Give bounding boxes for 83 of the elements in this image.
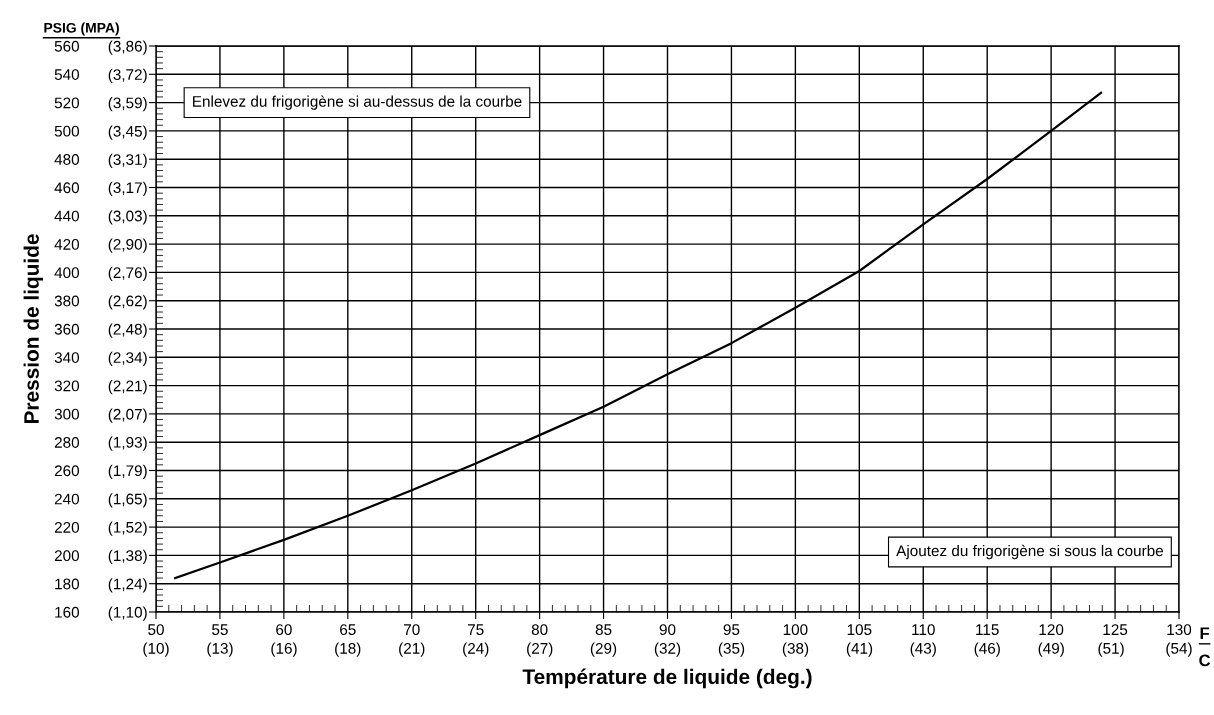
x-tick-label: 130 <box>1167 624 1192 636</box>
annotation: Enlevez du frigorigène si au-dessus de la courbe <box>193 95 522 110</box>
x2-tick-label: (38) <box>782 642 809 657</box>
x-axis-title: Température de liquide (deg.) <box>522 668 812 689</box>
x-tick-label: 120 <box>1039 624 1064 636</box>
y2-tick-label: (2,62) <box>108 295 147 310</box>
y2-tick-label: (3,72) <box>108 68 147 84</box>
x2-tick-label: (35) <box>718 642 745 657</box>
y-tick-label: 220 <box>54 521 80 533</box>
x2-tick-label: (54) <box>1166 642 1192 657</box>
y2-tick-label: (2,07) <box>108 408 147 423</box>
x-tick-label: 80 <box>531 624 548 636</box>
y-tick-label: 400 <box>54 267 80 279</box>
x-tick-label: 100 <box>783 624 808 636</box>
y2-tick-label: (2,21) <box>108 380 147 395</box>
y2-tick-label: (2,90) <box>108 238 147 253</box>
x2-tick-label: (27) <box>527 642 553 657</box>
x2-tick-label: (41) <box>846 642 873 657</box>
y2-tick-label: (1,10) <box>108 606 147 621</box>
y-axis-title: Pression de liquide <box>23 234 44 424</box>
x-tick-label: 115 <box>976 624 999 636</box>
x-tick-label: 50 <box>148 624 164 636</box>
y2-tick-label: (3,59) <box>108 97 147 112</box>
x2-tick-label: (46) <box>974 642 1000 657</box>
y-tick-label: 160 <box>55 606 80 618</box>
x-tick-label: 125 <box>1103 624 1128 636</box>
text: C <box>1199 654 1211 667</box>
y-tick-label: 280 <box>54 437 80 448</box>
y-tick-label: 540 <box>54 69 80 80</box>
y2-tick-label: (1,93) <box>108 436 147 451</box>
y-tick-label: 420 <box>54 238 80 250</box>
y2-tick-label: (3,31) <box>108 153 147 168</box>
x-tick-label: 110 <box>912 624 935 636</box>
y-tick-label: 520 <box>54 97 80 109</box>
x2-tick-label: (51) <box>1098 642 1124 657</box>
x-tick-label: 75 <box>467 624 484 636</box>
x2-tick-label: (13) <box>207 642 233 657</box>
y-tick-label: 200 <box>54 550 80 562</box>
x2-tick-label: (10) <box>143 642 169 657</box>
x2-tick-label: (43) <box>910 642 936 657</box>
x2-tick-label: (21) <box>399 642 425 657</box>
y2-tick-label: (3,17) <box>108 181 147 197</box>
y2-tick-label: (3,45) <box>108 125 147 140</box>
x-tick-label: 105 <box>847 624 872 636</box>
x2-tick-label: (32) <box>654 642 681 657</box>
y-tick-label: 180 <box>55 578 80 590</box>
y2-tick-label: (2,34) <box>108 351 147 367</box>
y2-tick-label: (1,52) <box>108 521 147 536</box>
x-tick-label: 95 <box>723 624 740 636</box>
x-tick-label: 65 <box>340 624 356 636</box>
y-tick-label: 480 <box>54 154 80 165</box>
x-tick-label: 70 <box>404 624 420 636</box>
y-tick-label: 560 <box>54 40 80 52</box>
y2-tick-label: (1,65) <box>108 493 147 508</box>
y-tick-label: 380 <box>54 295 80 307</box>
x-tick-label: 90 <box>659 624 676 636</box>
y-tick-label: 240 <box>54 493 80 505</box>
x2-tick-label: (49) <box>1038 642 1064 657</box>
x-tick-label: 55 <box>212 624 228 636</box>
y-tick-label: 300 <box>54 408 80 420</box>
y2-tick-label: (3,86) <box>108 40 147 55</box>
y2-tick-label: (1,79) <box>108 464 147 480</box>
x-tick-label: 60 <box>276 624 292 636</box>
y2-tick-label: (1,38) <box>108 549 147 565</box>
y-tick-label: 360 <box>54 323 80 335</box>
x2-tick-label: (24) <box>463 642 489 657</box>
annotation: Ajoutez du frigorigène si sous la courbe <box>896 544 1163 560</box>
y2-tick-label: (1,24) <box>108 578 147 593</box>
y-tick-label: 320 <box>54 380 80 392</box>
x2-tick-label: (18) <box>335 642 361 657</box>
y-tick-label: 460 <box>54 182 80 194</box>
y2-tick-label: (2,76) <box>108 266 147 282</box>
y2-tick-label: (2,48) <box>108 323 147 338</box>
y-tick-label: 500 <box>54 125 80 137</box>
y-tick-label: 260 <box>54 465 80 477</box>
text: PSIG (MPA) <box>44 22 119 36</box>
x2-tick-label: (16) <box>271 642 297 657</box>
text: F <box>1200 627 1210 639</box>
y-tick-label: 440 <box>54 210 80 222</box>
y2-tick-label: (3,03) <box>108 210 147 225</box>
x-tick-label: 85 <box>595 624 612 636</box>
y-tick-label: 340 <box>54 352 80 363</box>
x2-tick-label: (29) <box>590 642 617 657</box>
